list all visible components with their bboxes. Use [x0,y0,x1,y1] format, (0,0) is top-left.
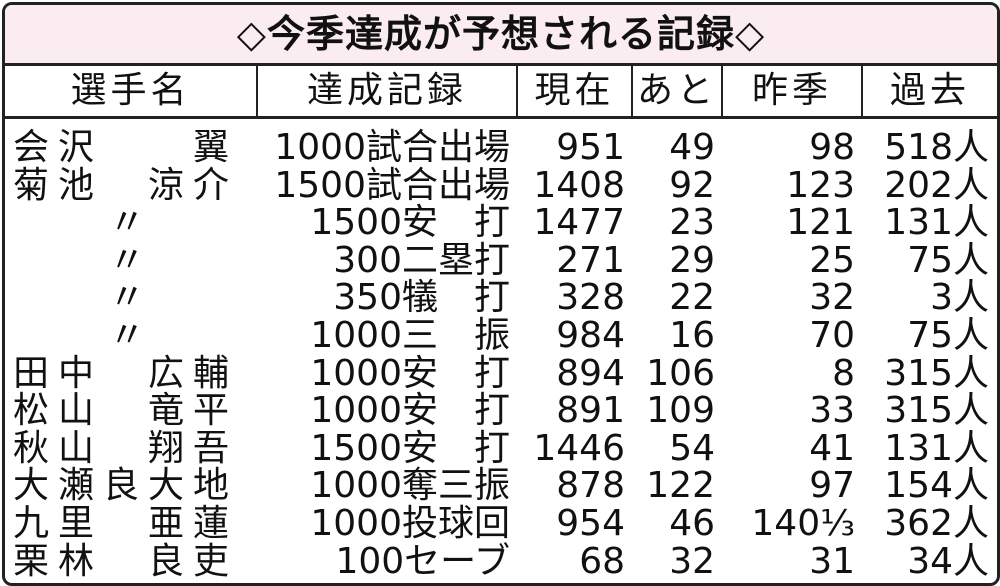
cell-value: 34人 [907,540,989,582]
header-cell: 達成記録 [258,66,518,116]
cell-value: 100セーブ [335,540,510,582]
cell-value: 54 [669,427,715,469]
cell-value: 1000投球回 [310,503,510,544]
cell-value: 1408 [533,164,625,206]
cell-value: 25 [809,239,855,281]
cell-value: 1000試合出場 [274,127,510,168]
cell-value: 131人 [884,202,989,244]
cell-value: 70 [809,315,855,356]
cell-value: 8 [832,352,855,394]
cell-value: 131人 [884,427,989,469]
cell-value: 140⅓ [751,503,855,544]
cell-value: 16 [669,315,715,356]
cell-value: 954 [556,503,625,544]
header-cell: 昨季 [723,66,863,116]
player-name: 松山 竜平 [13,390,239,432]
cell-value: 75人 [907,315,989,356]
cell-value: 32 [669,540,715,582]
cell-value: 1000三 振 [310,315,510,356]
cell-value: 1500安 打 [310,202,510,244]
player-name: 秋山 翔吾 [13,427,239,469]
header-rule [5,116,997,119]
cell-value: 1446 [533,427,625,469]
player-name: 大瀬良大地 [13,465,239,507]
cell-value: 1000安 打 [310,352,510,394]
header-cell: 選手名 [5,66,258,116]
cell-value: 31 [809,540,855,582]
cell-value: 300二塁打 [333,239,510,281]
cell-value: 315人 [884,352,989,394]
cell-value: 1477 [533,202,625,244]
cell-value: 68 [579,540,625,582]
cell-value: 1000奪三振 [310,465,510,507]
cell-value: 878 [556,465,625,507]
player-name: 栗林 良吏 [13,540,239,582]
cell-value: 350犠 打 [333,277,510,319]
player-name: 菊池 涼介 [13,164,239,206]
cell-value: 154人 [884,465,989,507]
cell-value: 518人 [884,127,989,168]
player-name: 田中 広輔 [13,352,239,394]
cell-value: 202人 [884,164,989,206]
cell-value: 23 [669,202,715,244]
cell-value: 121 [786,202,855,244]
cell-value: 1500安 打 [310,427,510,469]
header-cell: 現在 [518,66,633,116]
header-cell: 過去 [889,70,970,111]
cell-value: 29 [669,239,715,281]
cell-value: 98 [809,127,855,168]
cell-value: 106 [646,352,715,394]
cell-value: 32 [809,277,855,319]
cell-value: 984 [556,315,625,356]
cell-value: 41 [809,427,855,469]
cell-value: 49 [669,127,715,168]
cell-value: 75人 [907,239,989,281]
cell-value: 46 [669,503,715,544]
cell-value: 97 [809,465,855,507]
cell-value: 894 [556,352,625,394]
cell-value: 92 [669,164,715,206]
cell-value: 3人 [930,277,989,319]
cell-value: 1000安 打 [310,390,510,432]
player-name: 〃 [108,315,154,356]
header-cell: あと [633,66,723,116]
cell-value: 315人 [884,390,989,432]
cell-value: 109 [646,390,715,432]
cell-value: 123 [786,164,855,206]
cell-value: 1500試合出場 [274,164,510,206]
cell-value: 328 [556,277,625,319]
player-name: 〃 [108,202,154,244]
title: ◇今季達成が予想される記録◇ [5,5,997,66]
cell-value: 22 [669,277,715,319]
player-name: 〃 [108,239,154,281]
player-name: 会沢 翼 [13,127,239,168]
player-name: 〃 [108,277,154,319]
player-name: 九里 亜蓮 [13,503,239,544]
cell-value: 891 [556,390,625,432]
cell-value: 122 [646,465,715,507]
cell-value: 951 [556,127,625,168]
cell-value: 362人 [884,503,989,544]
cell-value: 33 [809,390,855,432]
cell-value: 271 [556,239,625,281]
